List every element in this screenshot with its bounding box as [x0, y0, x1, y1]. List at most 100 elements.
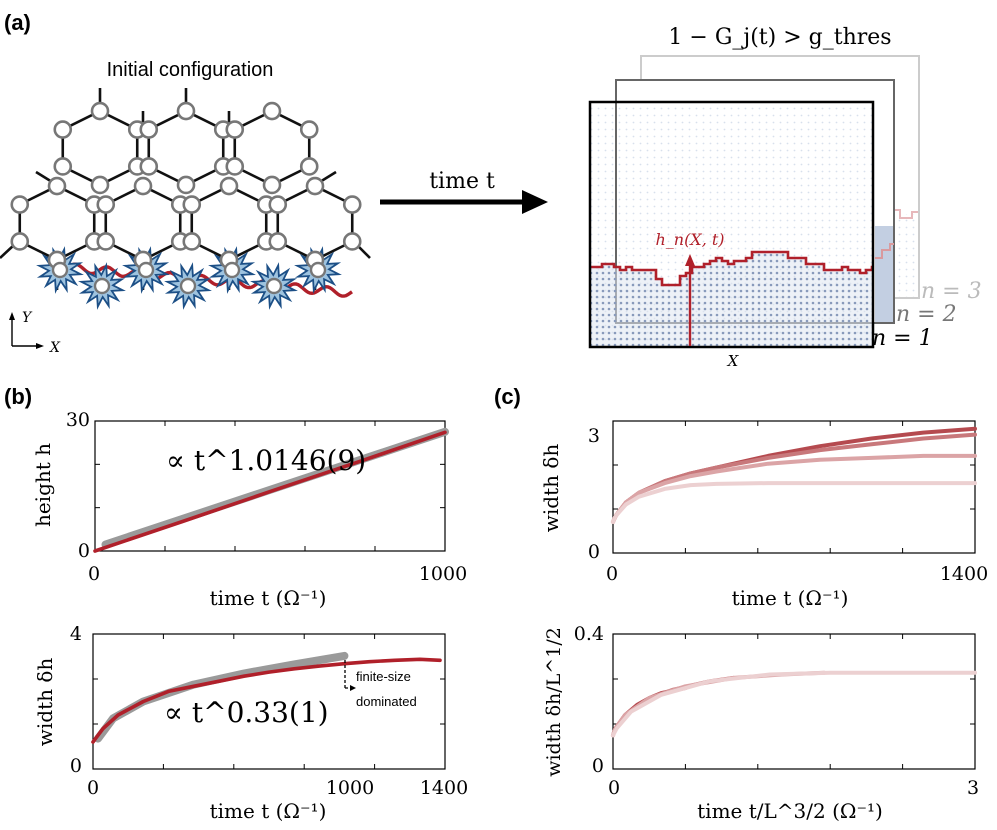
- lattice-node: [176, 101, 196, 121]
- lattice-bond: [0, 244, 15, 259]
- b-bottom-ytick-max: 4: [70, 623, 82, 645]
- lattice-node: [90, 175, 110, 195]
- c-bottom-xlabel: time t/L^3/2 (Ω⁻¹): [697, 799, 883, 823]
- plot-frame: [92, 633, 446, 770]
- domain-wall: [50, 262, 353, 298]
- domain-wall-wave: [50, 262, 353, 298]
- chart-width-vs-time: [91, 633, 446, 770]
- b-top-annotation: ∝ t^1.0146(9): [166, 444, 366, 477]
- time-arrow: time t: [380, 169, 548, 214]
- lattice-node: [299, 120, 319, 139]
- lattice-node: [268, 195, 288, 214]
- lattice-node: [223, 261, 241, 279]
- lattice-nodes: [10, 101, 362, 295]
- lattice-node: [309, 261, 327, 279]
- finite-size-note: finite-size: [356, 669, 411, 684]
- b-bottom-texts: 4 0 0 1000 1400 time t (Ω⁻¹) width δh ∝ …: [33, 623, 468, 823]
- series-L1: [611, 481, 977, 524]
- lattice-node: [47, 176, 67, 196]
- c-bottom-xtick-max: 3: [967, 777, 979, 799]
- panel-a-label: (a): [4, 10, 31, 35]
- lattice-node: [179, 277, 197, 295]
- finite-size-arrowhead: [350, 685, 356, 691]
- initial-configuration-label: Initial configuration: [107, 59, 274, 81]
- b-top-ylabel: height h: [31, 443, 55, 527]
- c-bottom-ytick-0: 0: [592, 755, 604, 777]
- c-top-xtick-max: 1400: [940, 563, 988, 585]
- c-bottom-ylabel: width δh/L^1/2: [543, 627, 565, 777]
- panel-c-label: (c): [494, 384, 521, 409]
- b-bottom-xtick-max: 1400: [420, 777, 468, 799]
- lattice-node: [225, 120, 245, 139]
- lattice-node: [299, 157, 319, 176]
- lattice-node: [96, 232, 116, 251]
- axis-indicator: Y X: [9, 310, 61, 356]
- lattice-node: [10, 195, 30, 214]
- panel-b-label: (b): [4, 384, 32, 409]
- b-top-xtick-0: 0: [88, 563, 100, 585]
- finite-size-note-2: dominated: [356, 694, 417, 709]
- b-top-xtick-max: 1000: [419, 563, 467, 585]
- plot-frame: [612, 420, 976, 554]
- layer-n2-label: n = 2: [896, 302, 957, 327]
- series-L4: [611, 426, 977, 524]
- b-top-texts: 30 0 0 1000 time t (Ω⁻¹) height h ∝ t^1.…: [31, 409, 467, 610]
- c-top-ylabel: width δh: [539, 444, 563, 533]
- lattice-node: [96, 195, 116, 214]
- lattice-node: [265, 277, 283, 295]
- b-bottom-xlabel: time t (Ω⁻¹): [210, 799, 327, 823]
- lattice-node: [305, 176, 325, 196]
- layer-n3-label: n = 3: [921, 279, 982, 304]
- lattice-node: [268, 232, 288, 251]
- series-L1: [611, 670, 977, 738]
- c-top-texts: 3 0 0 1400 time t (Ω⁻¹) width δh: [539, 425, 988, 610]
- threshold-condition: 1 − G_j(t) > g_thres: [668, 25, 891, 50]
- series-L3: [611, 432, 977, 524]
- lattice-node: [133, 176, 153, 196]
- lattice-node: [139, 157, 159, 176]
- c-bottom-ytick-max: 0.4: [574, 623, 604, 645]
- lattice-node: [262, 175, 282, 195]
- b-bottom-ylabel: width δh: [33, 658, 57, 747]
- frame-x-label: X: [727, 352, 740, 370]
- height-label: h_n(X, t): [655, 230, 724, 249]
- chart-scaled-width: [611, 633, 977, 770]
- lattice-node: [182, 195, 202, 214]
- lattice-node: [219, 176, 239, 196]
- lattice-node: [90, 101, 110, 121]
- series-data: [93, 430, 447, 553]
- layer-n1-label: n = 1: [872, 326, 933, 351]
- lattice-node: [342, 195, 362, 214]
- b-top-ytick-0: 0: [78, 540, 90, 562]
- lattice-node: [176, 175, 196, 195]
- lattice-node: [225, 157, 245, 176]
- c-top-xlabel: time t (Ω⁻¹): [732, 586, 849, 610]
- b-bottom-xtick-0: 0: [87, 777, 99, 799]
- c-bottom-texts: 0.4 0 0 3 time t/L^3/2 (Ω⁻¹) width δh/L^…: [543, 623, 979, 823]
- b-top-xlabel: time t (Ω⁻¹): [210, 586, 327, 610]
- c-bottom-xtick-0: 0: [608, 777, 620, 799]
- c-top-xtick-0: 0: [606, 563, 618, 585]
- axis-y-label: Y: [22, 310, 33, 326]
- b-bottom-xtick-1000: 1000: [326, 777, 374, 799]
- plot-frame: [612, 633, 976, 770]
- b-bottom-ytick-0: 0: [70, 755, 82, 777]
- lattice-node: [93, 277, 111, 295]
- lattice-node: [10, 232, 30, 251]
- b-bottom-annotation: ∝ t^0.33(1): [164, 696, 329, 729]
- c-top-ytick-max: 3: [588, 425, 600, 447]
- lattice-node: [53, 120, 73, 139]
- lattice-node: [182, 232, 202, 251]
- lattice-node: [342, 232, 362, 251]
- chart-width-vs-time-sizes: [611, 420, 977, 554]
- lattice-node: [139, 120, 159, 139]
- c-top-ytick-0: 0: [588, 541, 600, 563]
- interface-front: [590, 250, 873, 287]
- chart-height-vs-time: [93, 420, 449, 553]
- lattice-node: [262, 101, 282, 121]
- b-top-ytick-max: 30: [66, 409, 90, 431]
- lattice-node: [137, 261, 155, 279]
- lattice-node: [51, 261, 69, 279]
- lattice-node: [53, 157, 73, 176]
